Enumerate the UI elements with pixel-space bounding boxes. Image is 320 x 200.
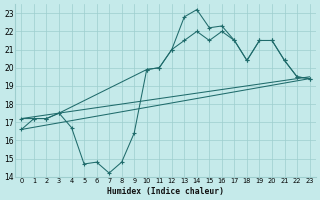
X-axis label: Humidex (Indice chaleur): Humidex (Indice chaleur) xyxy=(107,187,224,196)
